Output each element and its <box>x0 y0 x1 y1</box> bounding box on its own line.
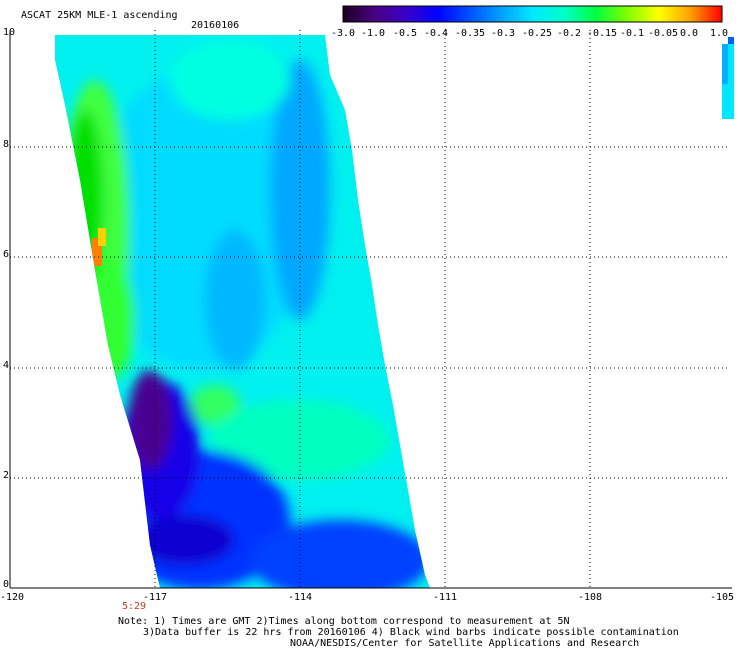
y-tick-2: 2 <box>3 470 10 481</box>
cb-label: 0.0 <box>679 28 699 39</box>
cb-label: -0.05 <box>647 28 679 39</box>
cb-label: -0.4 <box>423 28 449 39</box>
x-tick: -120 <box>0 592 25 603</box>
cb-label: -3.0 <box>330 28 356 39</box>
x-tick: -111 <box>432 592 458 603</box>
x-tick: -114 <box>287 592 313 603</box>
cb-label: -0.1 <box>619 28 645 39</box>
cb-label: -0.2 <box>556 28 582 39</box>
map-date: 20160106 <box>191 20 240 31</box>
pass-time-label: 5:29 <box>122 601 147 612</box>
x-tick: -108 <box>577 592 603 603</box>
note-line-1: Note: 1) Times are GMT 2)Times along bot… <box>118 616 570 627</box>
cb-label: -0.5 <box>392 28 418 39</box>
x-tick: -117 <box>142 592 168 603</box>
y-tick-4: 4 <box>3 360 10 371</box>
grid-lines <box>10 30 730 588</box>
y-tick-10: 10 <box>3 27 16 38</box>
y-tick-0: 0 <box>3 579 10 590</box>
cb-label: -0.35 <box>454 28 486 39</box>
cb-label: 1.0 <box>709 28 729 39</box>
note-line-2: 3)Data buffer is 22 hrs from 20160106 4)… <box>143 627 679 638</box>
cb-label: -0.15 <box>586 28 618 39</box>
swath <box>55 35 430 588</box>
y-tick-8: 8 <box>3 139 10 150</box>
color-bar <box>342 5 723 23</box>
x-tick: -105 <box>709 592 735 603</box>
cb-label: -1.0 <box>360 28 386 39</box>
cb-label: -0.3 <box>490 28 516 39</box>
map-title: ASCAT 25KM MLE-1 ascending <box>21 10 178 21</box>
cb-label: -0.25 <box>521 28 553 39</box>
color-bar-gradient <box>342 5 723 23</box>
note-line-3: NOAA/NESDIS/Center for Satellite Applica… <box>290 638 640 649</box>
y-tick-6: 6 <box>3 249 10 260</box>
